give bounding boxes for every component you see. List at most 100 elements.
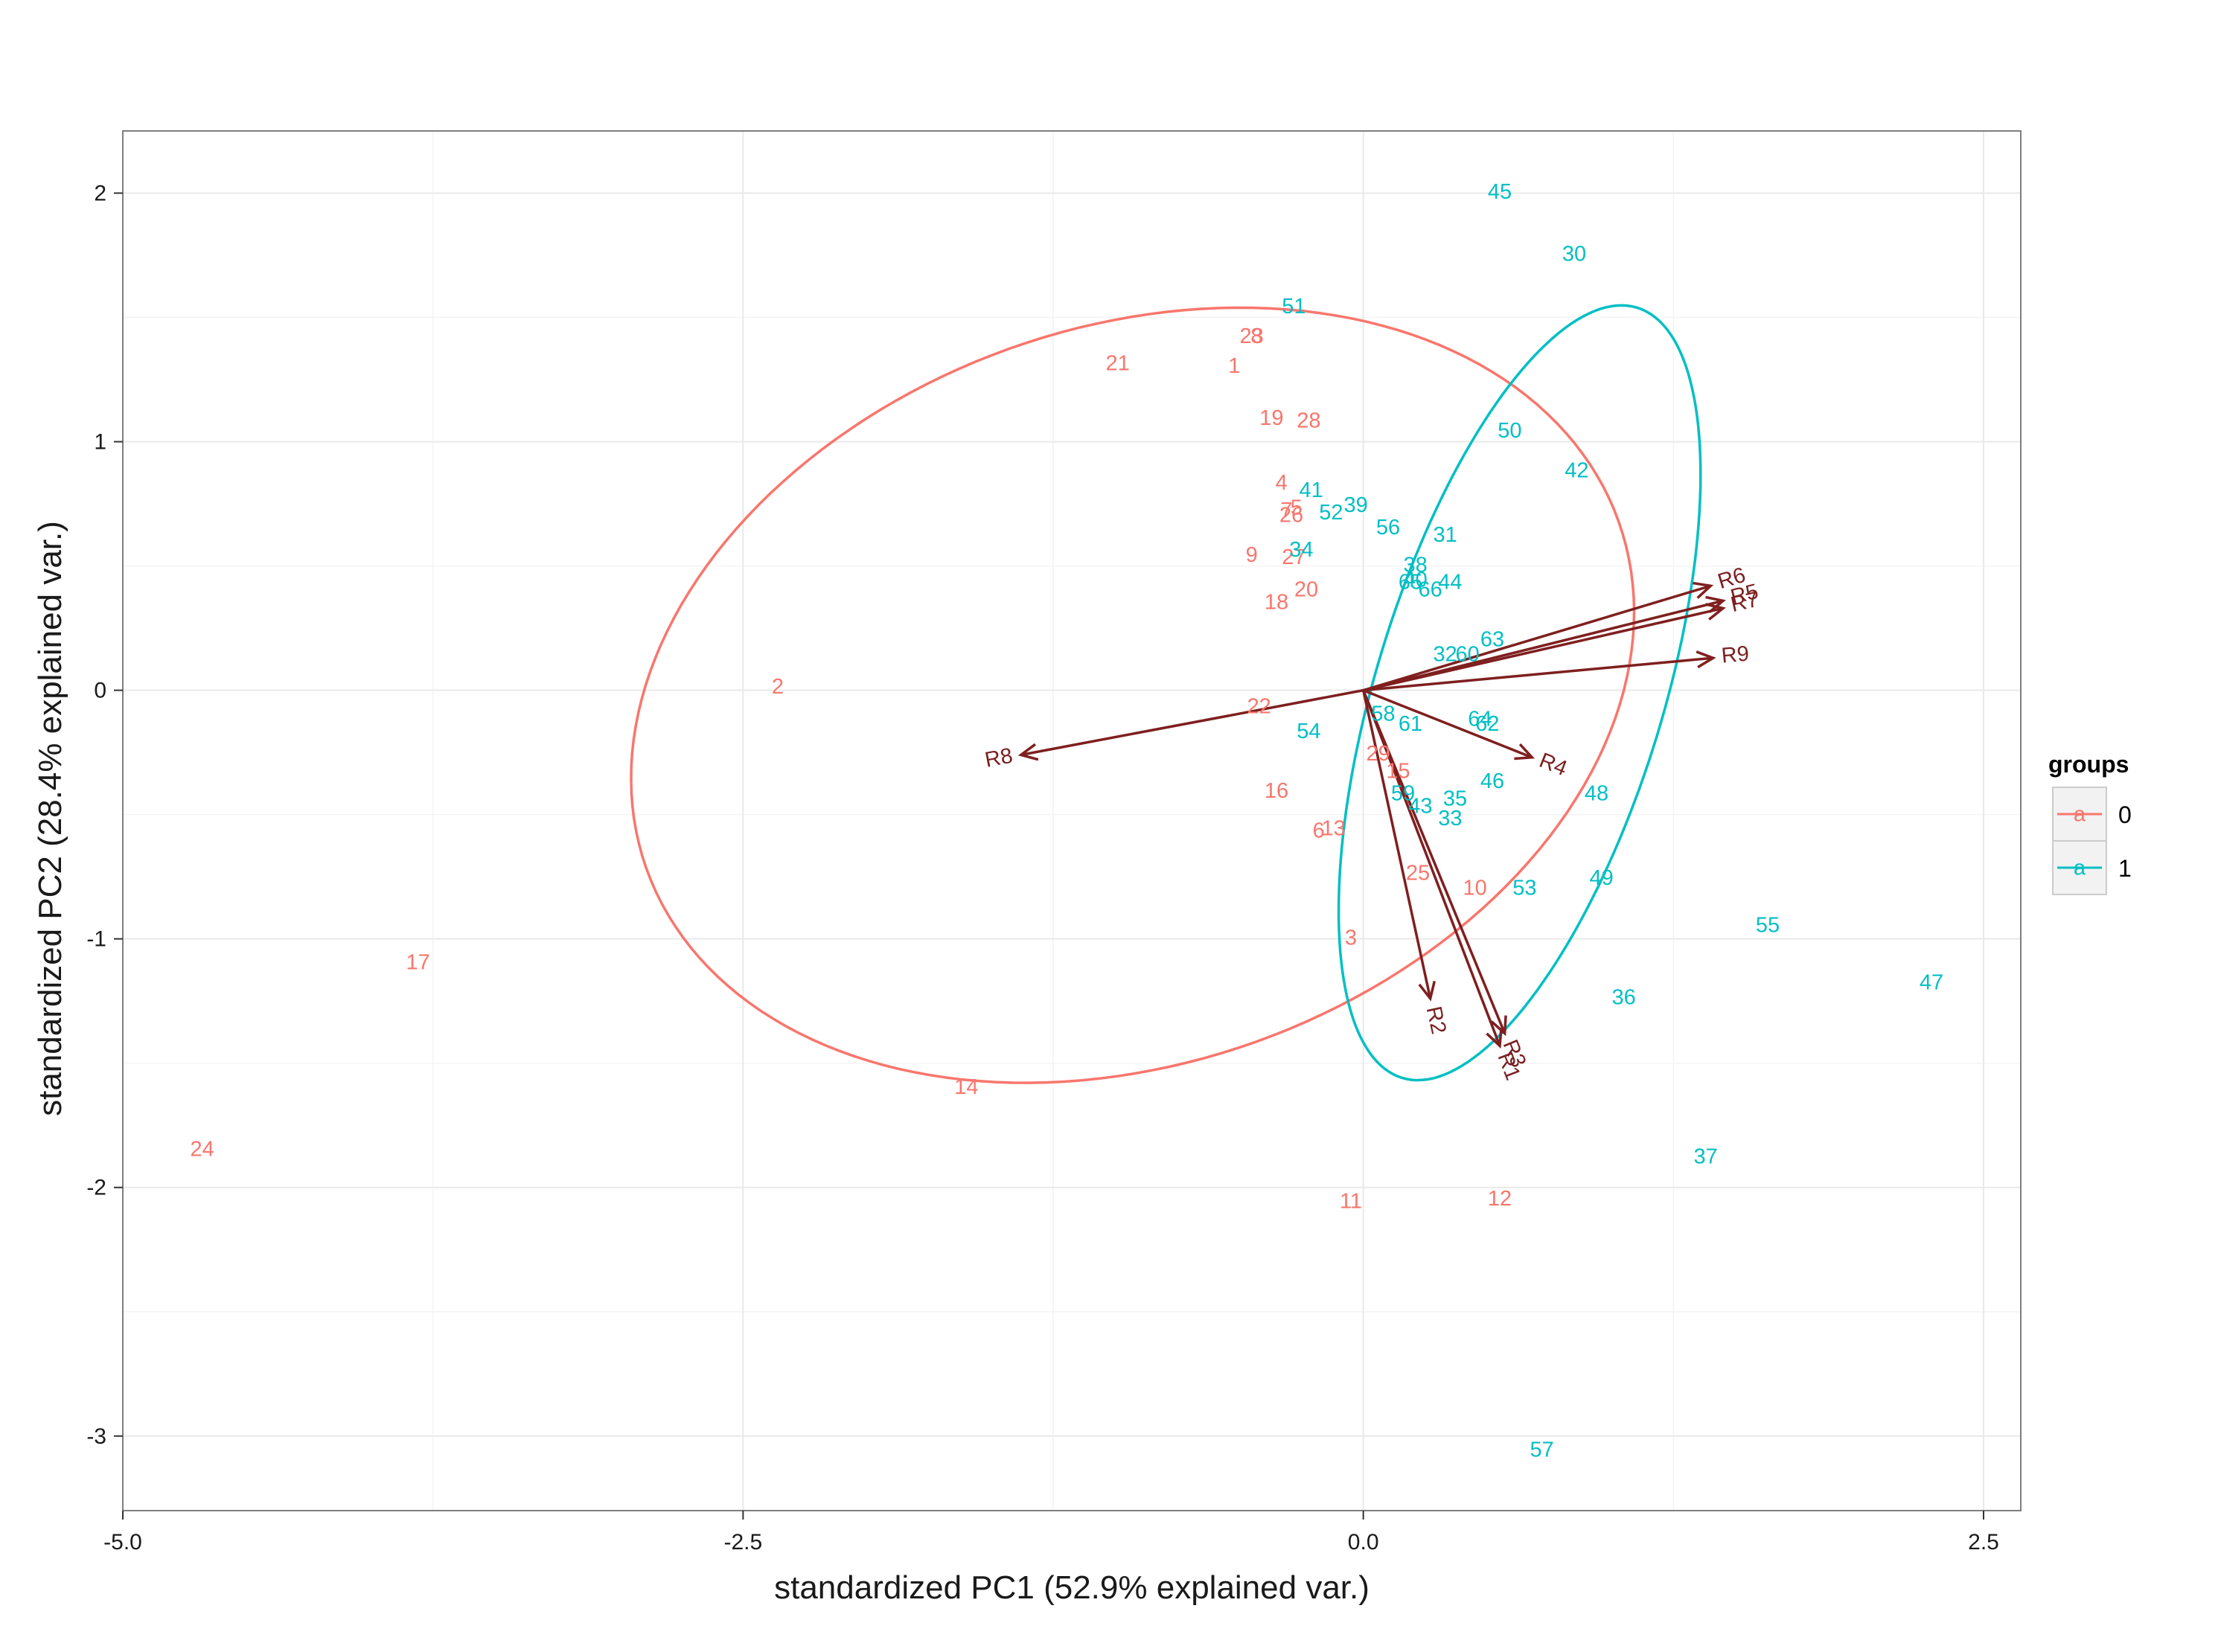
x-tick-label: -5.0 xyxy=(103,1530,142,1555)
point-label: 4 xyxy=(1276,471,1288,495)
plot-panel-border xyxy=(122,130,2022,1511)
point-label: 14 xyxy=(954,1075,978,1099)
point-label: 59 xyxy=(1391,782,1415,806)
grid-minor xyxy=(123,131,2021,1511)
point-label: 57 xyxy=(1530,1438,1554,1461)
x-tick-label: 2.5 xyxy=(1968,1530,1999,1555)
y-tick-label: 1 xyxy=(94,430,106,455)
arrow-label: R9 xyxy=(1720,641,1750,667)
point-label: 45 xyxy=(1488,180,1512,204)
point-label: 27 xyxy=(1282,545,1306,569)
arrow-shaft xyxy=(1363,606,1724,692)
y-axis-title: standardized PC2 (28.4% explained var.) xyxy=(32,521,68,1116)
arrow-head xyxy=(1693,581,1714,599)
legend-key-glyph: a xyxy=(2074,803,2086,827)
point-label: 37 xyxy=(1694,1144,1718,1168)
y-tick-label: 0 xyxy=(94,679,106,703)
point-label: 39 xyxy=(1344,493,1368,517)
point-label: 56 xyxy=(1376,516,1400,540)
arrow-head xyxy=(1705,595,1726,614)
point-label: 1 xyxy=(1228,354,1240,378)
ellipse-group-1 xyxy=(1337,304,1702,1082)
point-label: 48 xyxy=(1585,782,1608,806)
legend-key-glyph: a xyxy=(2074,857,2086,880)
point-label: 38 xyxy=(1404,553,1428,577)
point-label: 16 xyxy=(1265,779,1288,803)
arrow-R9: R9 xyxy=(1363,641,1750,692)
ellipse-group-0 xyxy=(630,306,1636,1084)
arrow-shaft xyxy=(1020,688,1364,757)
point-label: 58 xyxy=(1371,702,1395,726)
point-label: 35 xyxy=(1443,787,1467,810)
legend-label: 0 xyxy=(2118,801,2132,828)
point-label: 17 xyxy=(406,951,430,975)
arrow-head xyxy=(1486,1028,1503,1049)
point-label: 26 xyxy=(1279,503,1303,527)
point-label: 60 xyxy=(1456,643,1480,667)
point-label: 40 xyxy=(1404,568,1428,592)
point-label: 34 xyxy=(1289,538,1313,562)
point-label: 50 xyxy=(1498,419,1521,443)
arrow-shaft xyxy=(1362,689,1501,1046)
y-axis: -3 -2 -1 0 1 2 xyxy=(86,182,123,1449)
point-label: 43 xyxy=(1408,794,1432,818)
point-label: 31 xyxy=(1434,523,1457,547)
point-label: 28 xyxy=(1297,409,1320,432)
arrow-head xyxy=(1696,650,1716,669)
point-label: 11 xyxy=(1340,1189,1362,1213)
point-label: 49 xyxy=(1590,866,1614,890)
point-label: 54 xyxy=(1297,720,1320,743)
arrow-head xyxy=(1514,743,1535,761)
arrow-head xyxy=(1490,1015,1507,1037)
arrow-shaft xyxy=(1363,656,1713,692)
x-tick-label: 0.0 xyxy=(1348,1530,1379,1555)
point-label: 36 xyxy=(1612,986,1636,1010)
point-label: 41 xyxy=(1300,478,1323,502)
point-label: 21 xyxy=(1106,352,1130,376)
point-label: 47 xyxy=(1920,970,1943,994)
point-label: 12 xyxy=(1488,1187,1512,1211)
point-label: 29 xyxy=(1367,742,1390,766)
point-label: 55 xyxy=(1756,914,1780,938)
point-label: 61 xyxy=(1399,712,1422,736)
point-label: 6 xyxy=(1313,819,1325,843)
point-label: 10 xyxy=(1463,877,1487,900)
point-label: 63 xyxy=(1480,627,1504,651)
series-group-1: 3031323334353637383940414243444546474849… xyxy=(1282,180,1943,1461)
point-label: 19 xyxy=(1259,406,1283,430)
point-label: 30 xyxy=(1562,243,1586,266)
x-tick-label: -2.5 xyxy=(723,1530,762,1555)
legend-label: 1 xyxy=(2118,855,2132,882)
point-label: 18 xyxy=(1265,590,1288,614)
point-label: 64 xyxy=(1468,707,1492,731)
point-label: 33 xyxy=(1438,807,1462,830)
legend: groups a 0a 1 xyxy=(2048,751,2132,895)
point-label: 62 xyxy=(1475,712,1499,736)
point-label: 66 xyxy=(1419,578,1442,602)
point-label: 46 xyxy=(1480,769,1504,793)
legend-title: groups xyxy=(2048,751,2129,778)
point-label: 3 xyxy=(1345,926,1357,950)
point-label: 32 xyxy=(1434,643,1457,667)
point-label: 44 xyxy=(1438,571,1462,595)
y-tick-label: -3 xyxy=(86,1424,106,1449)
arrow-label: R2 xyxy=(1422,1004,1451,1036)
arrow-R6: R6 xyxy=(1363,563,1748,692)
point-label: 24 xyxy=(191,1137,214,1161)
point-label: 25 xyxy=(1406,861,1430,885)
point-label: 53 xyxy=(1512,877,1536,900)
point-label: 7 xyxy=(1280,499,1292,522)
grid-major xyxy=(122,131,2021,1511)
y-tick-label: 2 xyxy=(94,182,106,206)
x-axis-title: standardized PC1 (52.9% explained var.) xyxy=(774,1569,1370,1606)
arrow-label: R8 xyxy=(983,744,1014,772)
point-label: 2 xyxy=(772,675,784,699)
point-label: 5 xyxy=(1291,496,1303,519)
legend-keys: a 0a 1 xyxy=(2052,787,2132,895)
point-label: 20 xyxy=(1294,578,1318,602)
